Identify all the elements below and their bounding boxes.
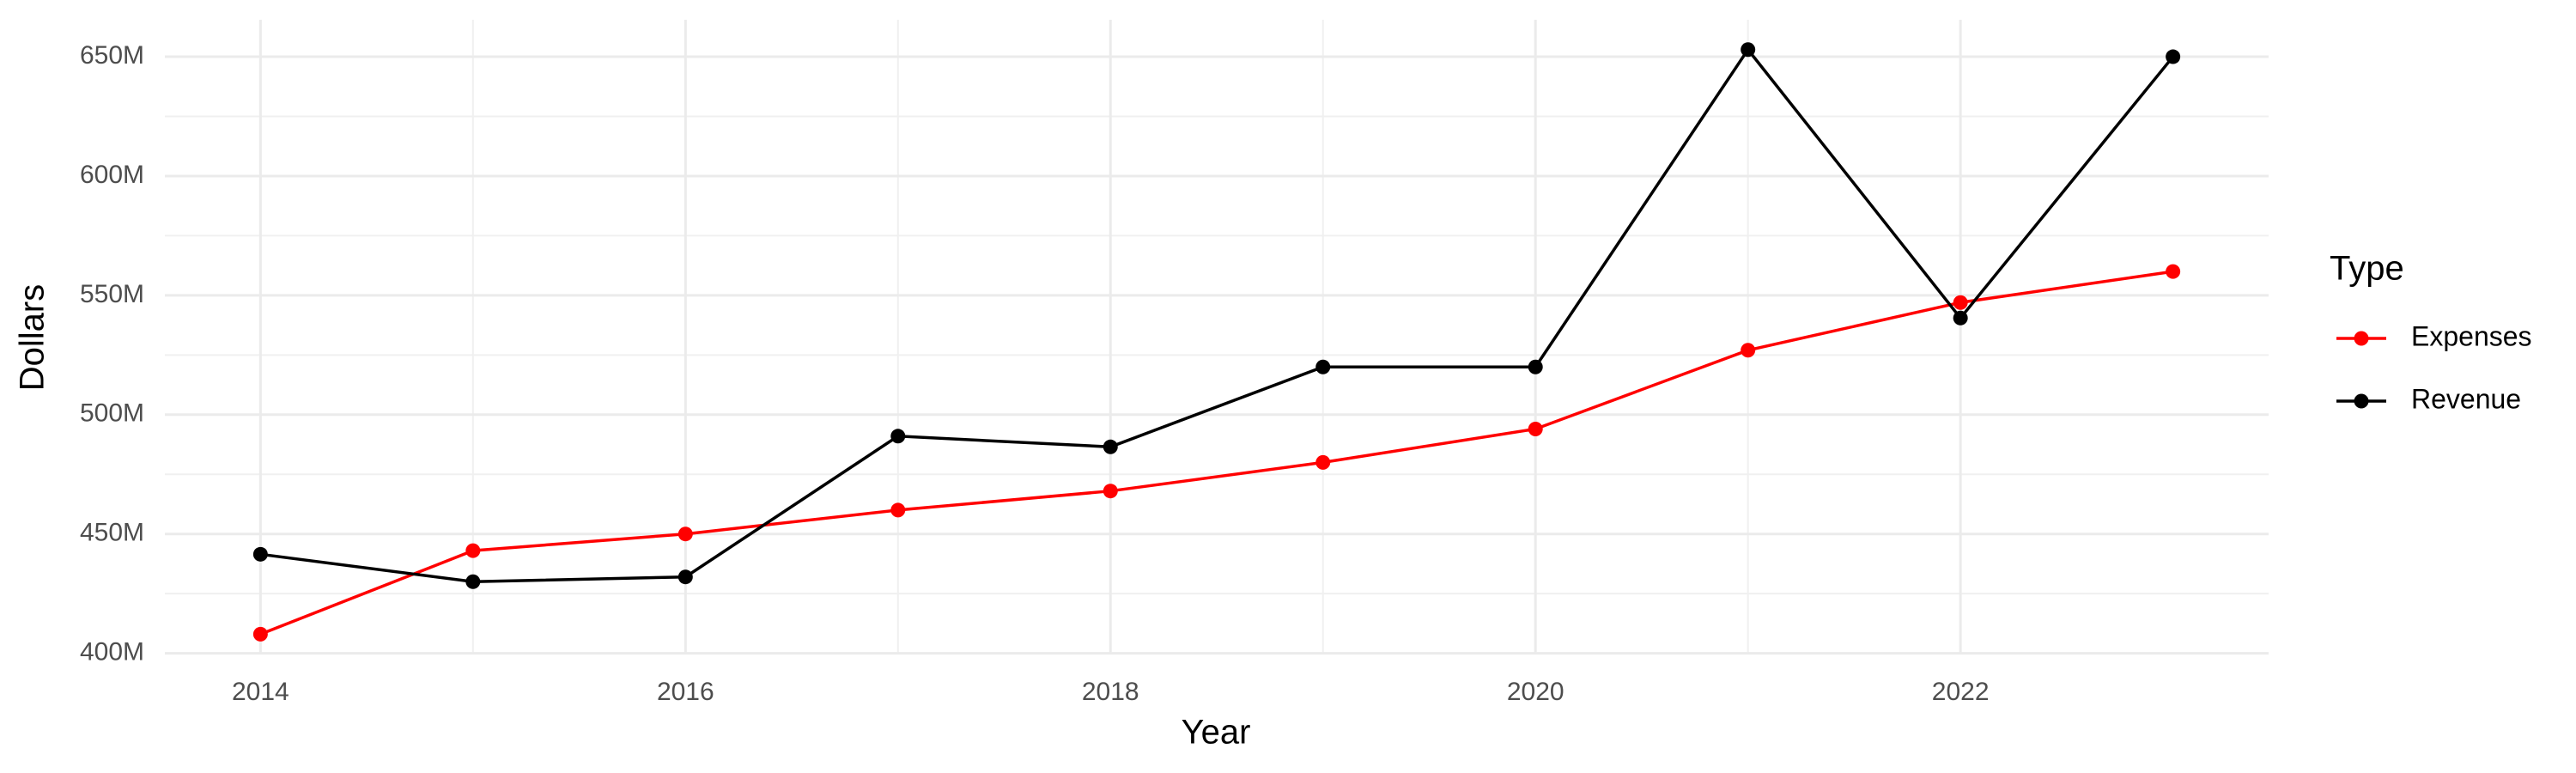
data-point <box>1528 421 1543 436</box>
data-point <box>677 569 693 585</box>
data-point <box>890 502 906 518</box>
data-point <box>1103 439 1118 454</box>
data-point <box>1315 454 1331 470</box>
data-point <box>1741 42 1756 58</box>
y-tick-label: 450M <box>80 519 144 547</box>
data-point <box>2166 49 2181 64</box>
x-tick-label: 2016 <box>657 678 714 706</box>
y-tick-label: 400M <box>80 638 144 666</box>
legend-label: Expenses <box>2411 320 2532 351</box>
x-axis-title: Year <box>1182 714 1251 752</box>
series-line <box>259 270 2173 636</box>
data-point <box>890 429 906 444</box>
legend-point <box>2354 393 2369 409</box>
data-point <box>252 626 268 642</box>
y-tick-label: 650M <box>80 41 144 70</box>
y-tick-label: 600M <box>80 161 144 189</box>
data-point <box>1953 295 1968 310</box>
data-point <box>1953 310 1968 326</box>
x-tick-label: 2014 <box>232 678 289 706</box>
data-point <box>1315 359 1331 374</box>
y-tick-label: 500M <box>80 399 144 428</box>
y-axis-title: Dollars <box>14 284 52 391</box>
data-point <box>1103 484 1118 499</box>
x-tick-label: 2018 <box>1082 678 1139 706</box>
series-line <box>260 46 2174 584</box>
legend-point <box>2354 331 2369 346</box>
legend-label: Revenue <box>2411 383 2521 414</box>
data-point <box>1528 359 1543 374</box>
y-tick-label: 550M <box>80 280 144 308</box>
data-point <box>2166 264 2181 279</box>
x-tick-label: 2022 <box>1932 678 1990 706</box>
x-tick-label: 2020 <box>1507 678 1564 706</box>
data-point <box>465 543 481 558</box>
data-point <box>252 546 268 562</box>
data-point <box>677 526 693 542</box>
legend-title: Type <box>2330 250 2404 288</box>
data-point <box>465 574 481 589</box>
data-point <box>1741 343 1756 358</box>
